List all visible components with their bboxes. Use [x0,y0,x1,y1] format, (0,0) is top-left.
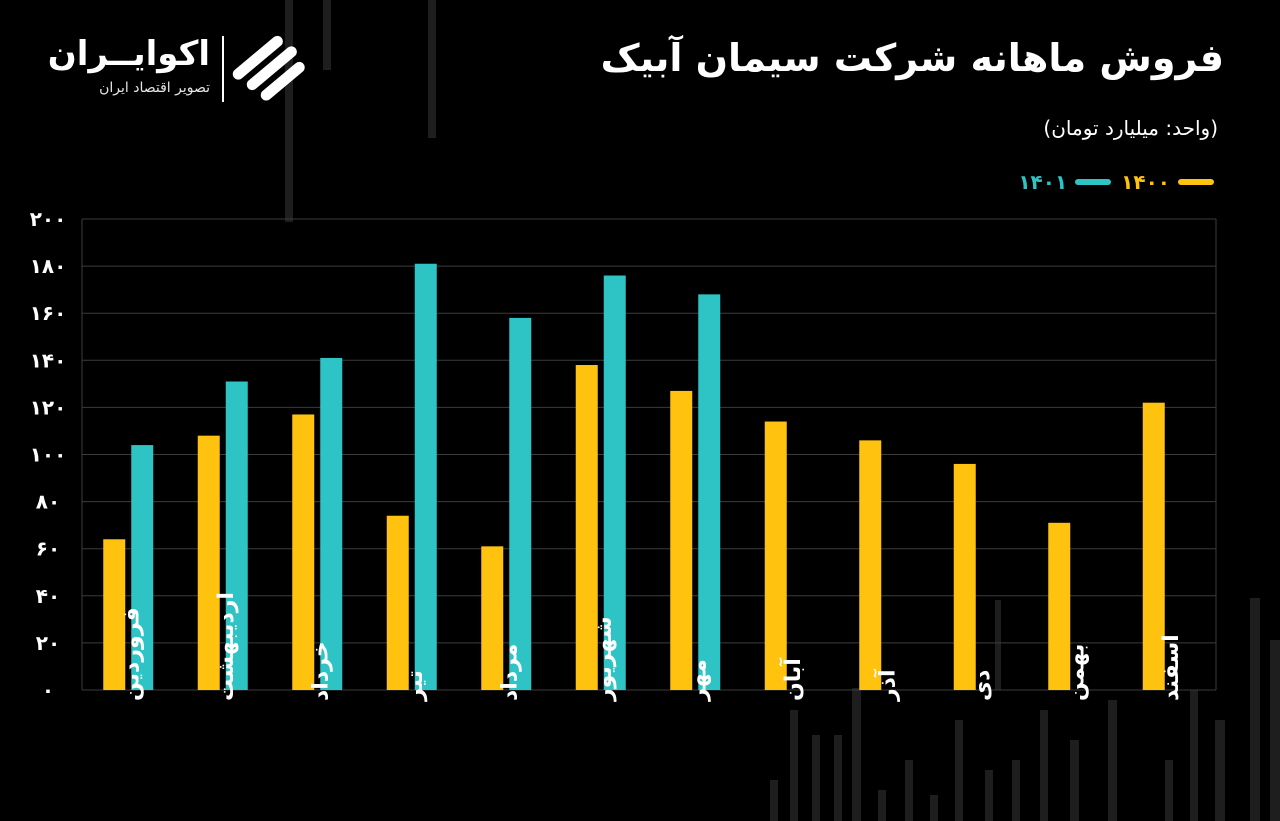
chart-subtitle: (واحد: میلیارد تومان) [1043,116,1218,140]
legend-label-1401: ۱۴۰۱ [1018,170,1068,194]
bg-bar-22 [995,600,1001,690]
x-tick-label-5: شهریور [592,616,617,702]
bg-bar-8 [1108,700,1117,821]
y-tick-label-100: ۱۰۰ [30,443,67,467]
legend-item-1401: ۱۴۰۱ [1018,170,1112,194]
ecoiran-logo-icon [232,35,305,101]
bar-۱۴۰۰-11 [1142,402,1165,690]
y-tick-label-0: ۰ [42,678,54,702]
bar-۱۴۰۰-3 [386,515,409,690]
legend-swatch-1401 [1075,179,1112,185]
x-tick-label-9: دی [970,670,995,701]
bg-bar-13 [955,720,963,821]
x-tick-label-11: اسفند [1159,634,1184,701]
bar-۱۴۰۱-4 [509,317,532,690]
bg-bar-19 [812,735,820,821]
legend-item-1400: ۱۴۰۰ [1121,170,1214,194]
bar-۱۴۰۰-2 [292,414,315,690]
bar-۱۴۰۰-4 [481,546,504,690]
y-tick-label-140: ۱۴۰ [30,348,67,372]
bg-bar-0 [285,0,293,222]
x-tick-label-4: مرداد [497,644,522,701]
legend-swatch-1400 [1178,179,1214,185]
bg-bar-9 [1070,740,1079,821]
bg-bar-14 [930,795,938,821]
x-tick-label-1: اردیبهشت [214,592,239,701]
x-tick-label-10: بهمن [1064,644,1089,701]
x-tick-label-3: تیر [403,670,428,702]
logo: اکوایــران تصویر اقتصاد ایران [47,30,320,110]
x-tick-label-8: آذر [872,669,900,702]
bg-bar-12 [985,770,993,821]
y-tick-label-120: ۱۲۰ [30,395,67,419]
x-tick-label-2: خرداد [308,641,333,701]
y-tick-label-20: ۲۰ [36,631,60,655]
y-tick-label-40: ۴۰ [36,584,60,608]
chart-title: فروش ماهانه شرکت سیمان آبیک [600,36,1224,80]
bar-۱۴۰۱-3 [414,263,437,690]
bg-bar-7 [1165,760,1173,821]
bg-bar-10 [1040,710,1048,821]
bar-۱۴۰۱-5 [603,275,626,690]
bg-bar-4 [1270,640,1280,821]
bg-bar-18 [834,735,842,821]
bg-bar-2 [428,0,436,138]
bar-۱۴۰۰-6 [670,390,693,690]
logo-name: اکوایــران [47,34,210,74]
bar-۱۴۰۱-6 [698,294,721,690]
logo-divider [222,36,224,102]
bg-bar-15 [905,760,913,821]
bar-۱۴۰۰-1 [197,435,220,690]
legend: ۱۴۰۰ ۱۴۰۱ [1018,170,1214,194]
bar-۱۴۰۰-5 [575,365,598,690]
legend-label-1400: ۱۴۰۰ [1121,170,1170,194]
x-tick-label-6: مهر [686,659,711,702]
bar-۱۴۰۰-0 [103,539,126,690]
bar-۱۴۰۰-9 [953,463,976,690]
bar-۱۴۰۰-8 [859,440,882,690]
y-tick-label-200: ۲۰۰ [30,207,67,231]
bg-bar-5 [1215,720,1225,821]
bar-۱۴۰۱-2 [320,357,343,690]
y-tick-label-180: ۱۸۰ [30,254,67,278]
bar-۱۴۰۰-7 [764,421,787,690]
y-tick-label-160: ۱۶۰ [30,301,67,325]
bar-۱۴۰۰-10 [1048,522,1071,690]
bg-bar-20 [790,710,798,821]
bg-bar-17 [852,688,861,821]
bg-bar-3 [1250,598,1260,821]
logo-tagline: تصویر اقتصاد ایران [99,80,210,96]
bar-۱۴۰۱-1 [225,381,248,690]
bar-۱۴۰۱-0 [131,445,154,690]
y-tick-label-60: ۶۰ [36,537,60,561]
x-tick-label-7: آبان [778,658,806,701]
bg-bar-16 [878,790,886,821]
bg-bar-21 [770,780,778,821]
bg-bar-11 [1012,760,1020,821]
bg-bar-6 [1190,690,1198,821]
y-tick-label-80: ۸۰ [36,490,60,514]
bg-bar-1 [323,0,331,70]
x-tick-label-0: فروردین [119,607,144,701]
